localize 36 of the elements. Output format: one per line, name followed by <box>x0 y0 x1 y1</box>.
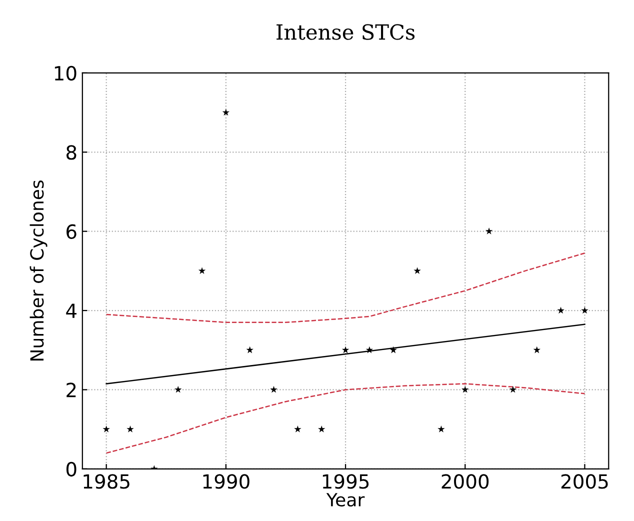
x-axis-title: Year <box>326 493 365 507</box>
point <box>342 346 350 354</box>
point <box>246 346 254 354</box>
y-tick-label: 8 <box>66 145 76 160</box>
point <box>581 306 588 314</box>
point <box>102 426 110 432</box>
y-tick-label: 10 <box>54 66 76 81</box>
y-tick-label: 0 <box>66 462 76 477</box>
chart-title: Intense STCs <box>276 24 415 40</box>
point <box>294 426 302 432</box>
point <box>414 267 421 274</box>
point <box>318 426 326 432</box>
point <box>557 306 564 314</box>
point <box>366 346 374 354</box>
point <box>198 267 206 274</box>
x-tick-label: 2000 <box>442 474 489 489</box>
x-tick-label: 1995 <box>322 474 369 489</box>
point <box>533 346 540 354</box>
point <box>485 228 493 234</box>
point <box>174 386 182 393</box>
point <box>390 346 397 354</box>
y-tick-label: 2 <box>66 382 76 398</box>
line-series <box>106 383 586 454</box>
point <box>509 386 517 393</box>
point <box>270 386 278 393</box>
point <box>462 386 469 393</box>
y-tick-label: 6 <box>66 224 76 239</box>
point <box>438 426 445 432</box>
point <box>126 426 134 432</box>
line-series <box>106 252 586 324</box>
y-tick-label: 4 <box>66 304 76 318</box>
x-tick-label: 2005 <box>561 474 608 489</box>
point <box>222 108 230 116</box>
x-tick-label: 1985 <box>84 474 130 489</box>
x-tick-label: 1990 <box>203 474 250 489</box>
y-axis-title: Number of Cyclones <box>30 180 48 360</box>
